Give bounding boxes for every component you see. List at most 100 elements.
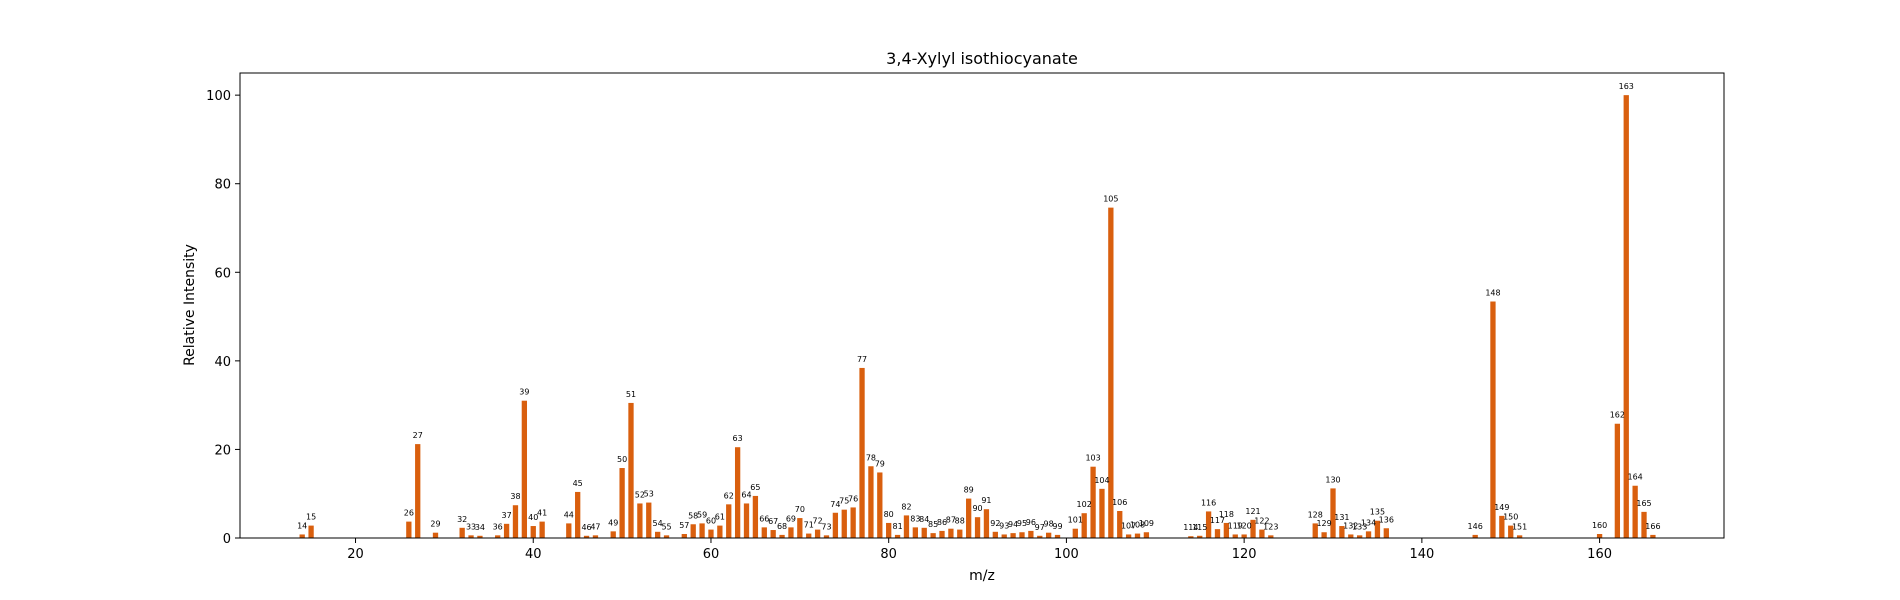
bar-label-mz-26: 26 xyxy=(404,509,414,518)
bar-mz-80 xyxy=(886,522,892,538)
bar-mz-36 xyxy=(495,535,501,538)
y-tick-label-40: 40 xyxy=(214,355,231,370)
bar-mz-104 xyxy=(1099,488,1105,538)
bar-label-mz-128: 128 xyxy=(1308,510,1323,519)
bar-mz-40 xyxy=(530,526,536,538)
bar-label-mz-81: 81 xyxy=(892,522,902,531)
bar-mz-70 xyxy=(797,518,803,538)
bar-mz-60 xyxy=(708,529,714,538)
bar-label-mz-105: 105 xyxy=(1103,195,1118,204)
bar-label-mz-133: 133 xyxy=(1352,522,1367,531)
bar-label-mz-66: 66 xyxy=(759,514,769,523)
bar-mz-165 xyxy=(1641,511,1647,538)
bar-label-mz-72: 72 xyxy=(813,517,823,526)
bar-mz-85 xyxy=(930,533,936,538)
bar-label-mz-80: 80 xyxy=(884,510,894,519)
bar-mz-88 xyxy=(957,529,963,538)
bar-mz-107 xyxy=(1125,534,1132,538)
bar-label-mz-37: 37 xyxy=(501,511,511,520)
bar-mz-81 xyxy=(894,534,901,538)
y-tick-label-60: 60 xyxy=(214,266,231,281)
bar-label-mz-51: 51 xyxy=(626,390,636,399)
bar-label-mz-46: 46 xyxy=(581,523,591,532)
bar-mz-146 xyxy=(1472,534,1478,538)
bar-label-mz-74: 74 xyxy=(830,500,840,509)
bar-label-mz-135: 135 xyxy=(1370,508,1385,517)
bar-label-mz-84: 84 xyxy=(919,515,929,524)
bar-label-mz-39: 39 xyxy=(519,388,529,397)
bar-mz-98 xyxy=(1046,532,1052,538)
bar-mz-121 xyxy=(1250,519,1256,538)
bar-mz-129 xyxy=(1321,532,1327,538)
bar-mz-77 xyxy=(859,367,865,538)
bar-mz-105 xyxy=(1108,207,1114,538)
bar-label-mz-32: 32 xyxy=(457,515,467,524)
x-tick-label-40: 40 xyxy=(525,547,542,562)
y-axis: 0 20 40 60 80 100 xyxy=(206,89,240,547)
bar-label-mz-117: 117 xyxy=(1210,516,1225,525)
bar-label-mz-86: 86 xyxy=(937,518,947,527)
bar-mz-133 xyxy=(1357,535,1363,538)
bar-mz-119 xyxy=(1232,534,1238,538)
bar-label-mz-119: 119 xyxy=(1228,521,1243,530)
bar-mz-135 xyxy=(1374,520,1381,538)
bar-label-mz-129: 129 xyxy=(1316,519,1331,528)
y-tick-label-20: 20 xyxy=(214,443,231,458)
bar-mz-94 xyxy=(1010,533,1016,538)
bar-label-mz-102: 102 xyxy=(1077,500,1092,509)
bar-mz-74 xyxy=(832,512,839,538)
bar-mz-96 xyxy=(1028,530,1034,538)
bar-mz-32 xyxy=(459,527,465,538)
bar-mz-27 xyxy=(415,444,421,538)
bar-label-mz-15: 15 xyxy=(306,513,316,522)
bar-label-mz-163: 163 xyxy=(1619,82,1634,91)
bar-label-mz-38: 38 xyxy=(510,492,520,501)
bar-mz-72 xyxy=(814,529,821,538)
bar-label-mz-59: 59 xyxy=(697,510,707,519)
bar-label-mz-62: 62 xyxy=(724,491,734,500)
bar-mz-71 xyxy=(806,533,812,538)
bar-mz-101 xyxy=(1072,528,1078,538)
bar-label-mz-90: 90 xyxy=(972,504,982,513)
bar-mz-39 xyxy=(521,400,528,538)
bar-mz-26 xyxy=(406,521,412,538)
bar-label-mz-101: 101 xyxy=(1068,516,1083,525)
bar-mz-37 xyxy=(503,523,510,538)
bar-label-mz-115: 115 xyxy=(1192,523,1207,532)
bar-label-mz-96: 96 xyxy=(1026,518,1036,527)
bar-label-mz-107: 107 xyxy=(1121,521,1136,530)
bar-mz-160 xyxy=(1596,534,1603,538)
bar-mz-46 xyxy=(583,535,590,538)
bar-mz-62 xyxy=(726,504,732,538)
bar-label-mz-45: 45 xyxy=(573,479,583,488)
bar-mz-151 xyxy=(1516,535,1523,538)
bar-label-mz-99: 99 xyxy=(1052,522,1062,531)
bar-mz-163 xyxy=(1623,95,1629,538)
bar-mz-166 xyxy=(1650,534,1656,538)
bar-label-mz-109: 109 xyxy=(1139,519,1154,528)
bar-mz-55 xyxy=(663,535,670,538)
bar-mz-84 xyxy=(921,527,927,538)
bar-label-mz-41: 41 xyxy=(537,509,547,518)
bar-label-mz-116: 116 xyxy=(1201,498,1216,507)
bar-label-mz-151: 151 xyxy=(1512,522,1527,531)
bar-label-mz-122: 122 xyxy=(1254,517,1269,526)
bar-label-mz-34: 34 xyxy=(475,523,485,532)
bar-mz-79 xyxy=(877,472,883,538)
bar-mz-150 xyxy=(1508,525,1514,538)
bar-label-mz-79: 79 xyxy=(875,459,885,468)
bar-mz-118 xyxy=(1223,522,1230,538)
bar-mz-131 xyxy=(1339,526,1345,538)
bar-mz-134 xyxy=(1365,531,1372,538)
y-tick-label-100: 100 xyxy=(206,89,231,104)
bar-mz-29 xyxy=(432,532,439,538)
bar-mz-128 xyxy=(1312,523,1318,538)
bar-mz-106 xyxy=(1117,510,1123,538)
y-tick-label-0: 0 xyxy=(223,532,231,547)
bar-mz-136 xyxy=(1383,528,1389,538)
bar-label-mz-93: 93 xyxy=(999,521,1009,530)
bar-label-mz-98: 98 xyxy=(1044,520,1054,529)
bar-label-mz-67: 67 xyxy=(768,517,778,526)
bar-mz-89 xyxy=(966,498,972,538)
